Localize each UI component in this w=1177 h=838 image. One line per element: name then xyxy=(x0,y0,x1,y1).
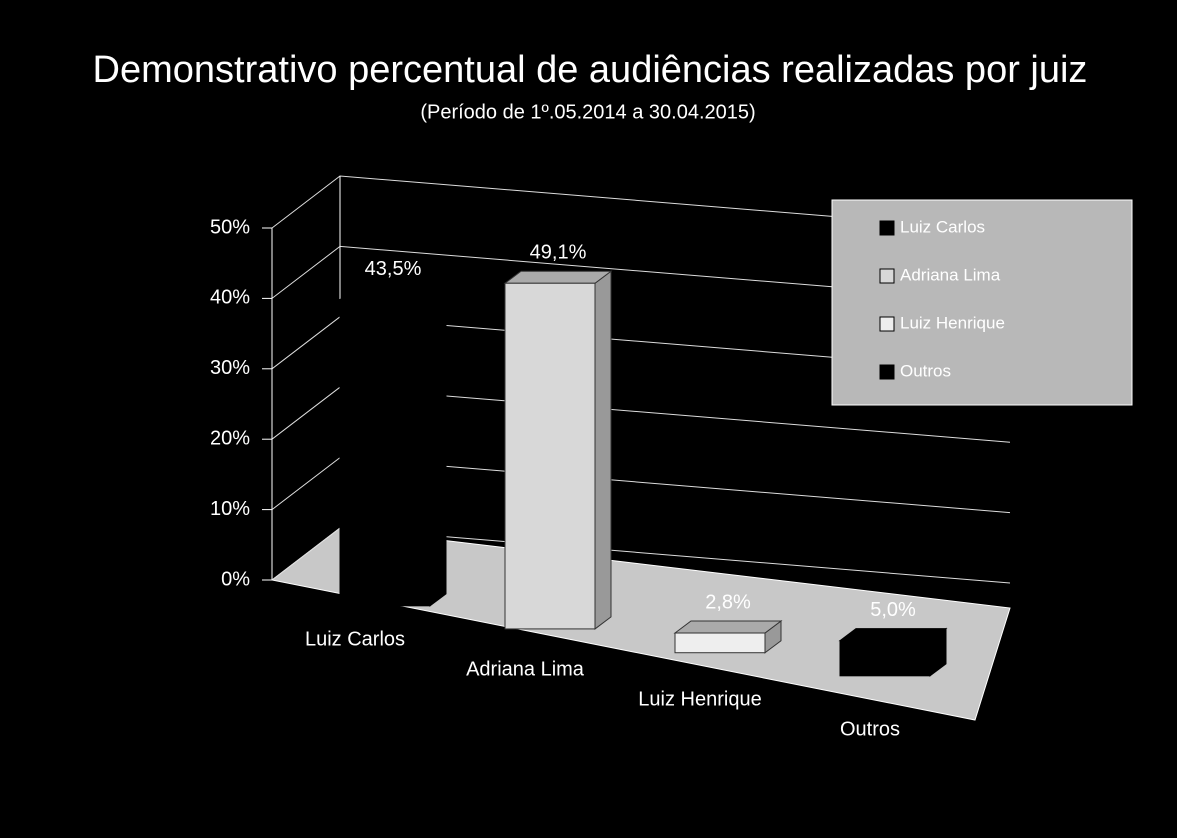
x-tick-label: Luiz Henrique xyxy=(638,688,761,710)
bar xyxy=(673,620,783,654)
bar-front xyxy=(674,632,766,654)
y-tick-label: 40% xyxy=(210,287,250,309)
legend-swatch xyxy=(879,364,895,380)
x-tick-label: Outros xyxy=(840,718,900,740)
legend-label: Luiz Carlos xyxy=(900,217,985,236)
chart-subtitle: (Período de 1º.05.2014 a 30.04.2015) xyxy=(420,101,755,123)
bar xyxy=(838,627,948,677)
bar-top xyxy=(838,628,948,642)
bar-front xyxy=(339,299,431,607)
y-tick-label: 50% xyxy=(210,216,250,238)
legend: Luiz Carlos Adriana Lima Luiz Henrique Outr… xyxy=(831,199,1133,406)
bar-front xyxy=(839,640,931,677)
data-label: 2,8% xyxy=(705,591,751,613)
legend-swatch xyxy=(879,316,895,332)
legend-label: Outros xyxy=(900,361,951,380)
y-tick-label: 0% xyxy=(221,568,250,590)
bar-top xyxy=(503,270,613,284)
data-label: 43,5% xyxy=(365,258,422,280)
bar-top xyxy=(673,620,783,634)
bar xyxy=(338,286,448,607)
bar-side xyxy=(594,270,612,630)
y-tick-label: 30% xyxy=(210,357,250,379)
bar-front xyxy=(504,282,596,630)
legend-label: Adriana Lima xyxy=(900,265,1001,284)
chart-title: Demonstrativo percentual de audiências r… xyxy=(93,49,1088,91)
data-label: 49,1% xyxy=(530,242,587,264)
bar xyxy=(503,270,613,630)
x-tick-label: Luiz Carlos xyxy=(305,628,405,650)
legend-swatch xyxy=(879,268,895,284)
y-tick-label: 20% xyxy=(210,427,250,449)
x-tick-label: Adriana Lima xyxy=(466,658,585,680)
y-tick-label: 10% xyxy=(210,498,250,520)
legend-swatch xyxy=(879,220,895,236)
legend-label: Luiz Henrique xyxy=(900,313,1005,332)
bar-side xyxy=(429,286,447,607)
data-label: 5,0% xyxy=(870,599,916,621)
bar-top xyxy=(338,287,448,301)
